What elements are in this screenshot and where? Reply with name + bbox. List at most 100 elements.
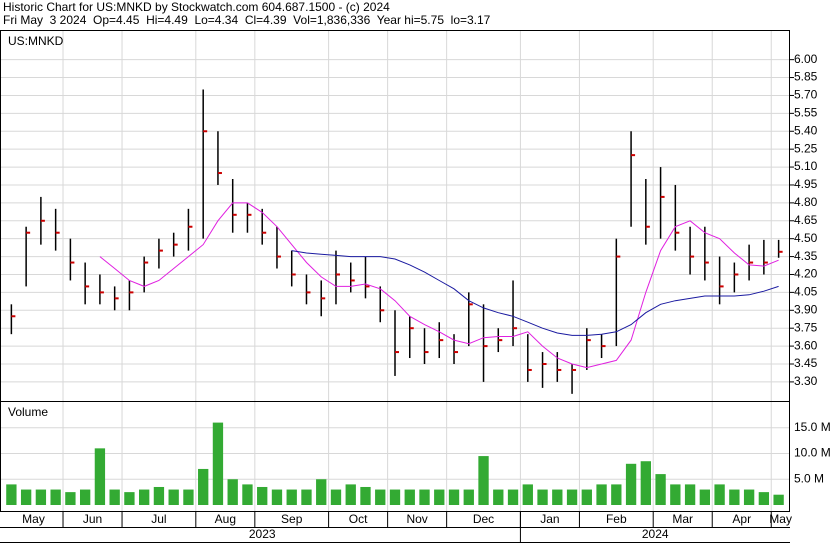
volume-tick-label: 5.0 M bbox=[794, 471, 824, 485]
volume-bar bbox=[507, 489, 519, 505]
volume-bar bbox=[434, 489, 445, 505]
moving-average bbox=[291, 250, 779, 336]
y-tick-label: 4.05 bbox=[794, 285, 818, 299]
volume-bar bbox=[242, 484, 253, 505]
volume-bar bbox=[655, 474, 666, 505]
y-tick-label: 3.30 bbox=[794, 374, 818, 388]
volume-bar bbox=[360, 486, 371, 505]
y-tick-label: 5.25 bbox=[794, 141, 818, 155]
volume-bar bbox=[301, 489, 312, 505]
y-tick-label: 3.75 bbox=[794, 320, 818, 334]
y-tick-label: 4.80 bbox=[794, 195, 818, 209]
volume-bar bbox=[257, 486, 268, 505]
volume-bar bbox=[773, 494, 784, 505]
x-tick-label: Dec bbox=[473, 512, 494, 526]
volume-bar bbox=[198, 468, 209, 505]
volume-bar bbox=[168, 489, 179, 505]
y-tick-label: 5.70 bbox=[794, 88, 818, 102]
volume-bar bbox=[35, 489, 47, 505]
volume-tick-label: 15.0 M bbox=[794, 420, 830, 434]
volume-bar bbox=[212, 422, 224, 505]
y-tick-label: 4.95 bbox=[794, 177, 818, 191]
volume-bar bbox=[729, 489, 740, 505]
x-tick-label: Jul bbox=[151, 512, 166, 526]
volume-bar bbox=[389, 489, 401, 505]
chart-subtitle: Fri May 3 2024 Op=4.45 Hi=4.49 Lo=4.34 C… bbox=[3, 13, 491, 27]
x-tick-label: Feb bbox=[606, 512, 627, 526]
volume-bar bbox=[670, 484, 681, 505]
volume-bar bbox=[640, 461, 651, 505]
volume-bar bbox=[758, 492, 770, 505]
volume-bar bbox=[345, 484, 356, 505]
x-tick-label: Sep bbox=[281, 512, 303, 526]
volume-bar bbox=[419, 489, 430, 505]
volume-bar bbox=[286, 489, 297, 505]
volume-label: Volume bbox=[8, 405, 48, 419]
volume-bar bbox=[20, 489, 32, 505]
volume-bar bbox=[625, 463, 637, 505]
volume-bar bbox=[139, 489, 150, 505]
volume-bar bbox=[448, 489, 460, 505]
volume-bar bbox=[65, 492, 76, 505]
chart-title: Historic Chart for US:MNKD by Stockwatch… bbox=[3, 0, 390, 14]
volume-bar bbox=[227, 479, 238, 505]
volume-bar bbox=[581, 489, 592, 505]
volume-bar bbox=[404, 489, 415, 505]
volume-bar bbox=[463, 489, 474, 505]
x-tick-label: Nov bbox=[406, 512, 427, 526]
volume-bar bbox=[611, 484, 622, 505]
volume-bar bbox=[596, 484, 607, 505]
x-tick-label: May bbox=[22, 512, 45, 526]
volume-bar bbox=[522, 484, 533, 505]
volume-bar bbox=[79, 489, 91, 505]
volume-bar bbox=[493, 489, 504, 505]
y-tick-label: 5.55 bbox=[794, 106, 818, 120]
volume-bar bbox=[316, 479, 327, 505]
volume-bar bbox=[699, 489, 711, 505]
volume-bar bbox=[330, 489, 342, 505]
y-tick-label: 3.90 bbox=[794, 302, 818, 316]
y-tick-label: 5.40 bbox=[794, 123, 818, 137]
volume-bar bbox=[6, 484, 17, 505]
volume-bar bbox=[109, 489, 120, 505]
x-tick-label: Apr bbox=[732, 512, 751, 526]
volume-bar bbox=[183, 489, 194, 505]
volume-bar bbox=[537, 489, 548, 505]
y-tick-label: 5.85 bbox=[794, 70, 818, 84]
y-tick-label: 4.65 bbox=[794, 213, 818, 227]
y-tick-label: 4.50 bbox=[794, 231, 818, 245]
x-tick-label: Aug bbox=[215, 512, 236, 526]
volume-bar bbox=[153, 486, 165, 505]
volume-bar bbox=[375, 489, 386, 505]
x-tick-label: Mar bbox=[672, 512, 693, 526]
y-tick-label: 5.10 bbox=[794, 159, 818, 173]
volume-bar bbox=[552, 489, 563, 505]
plot bbox=[6, 89, 784, 505]
y-tick-label: 3.45 bbox=[794, 356, 818, 370]
y-tick-label: 4.20 bbox=[794, 267, 818, 281]
year-label: 2023 bbox=[249, 527, 276, 541]
moving-average bbox=[99, 202, 779, 369]
x-tick-label: Jun bbox=[83, 512, 102, 526]
volume-bar bbox=[714, 484, 725, 505]
y-tick-label: 4.35 bbox=[794, 249, 818, 263]
volume-bar bbox=[124, 492, 135, 505]
volume-bar bbox=[271, 489, 283, 505]
y-tick-label: 6.00 bbox=[794, 52, 818, 66]
volume-bar bbox=[743, 489, 755, 505]
volume-frame bbox=[0, 401, 790, 512]
volume-bar bbox=[94, 448, 106, 505]
volume-bar bbox=[684, 484, 696, 505]
volume-bar bbox=[50, 489, 61, 505]
x-tick-label: Oct bbox=[349, 512, 368, 526]
x-tick-label: Jan bbox=[540, 512, 559, 526]
year-label: 2024 bbox=[642, 527, 669, 541]
volume-tick-label: 10.0 M bbox=[794, 446, 830, 460]
symbol-label: US:MNKD bbox=[8, 34, 64, 48]
volume-bar bbox=[566, 489, 578, 505]
volume-bar bbox=[478, 456, 489, 505]
y-tick-label: 3.60 bbox=[794, 338, 818, 352]
x-tick-label: May bbox=[769, 512, 792, 526]
